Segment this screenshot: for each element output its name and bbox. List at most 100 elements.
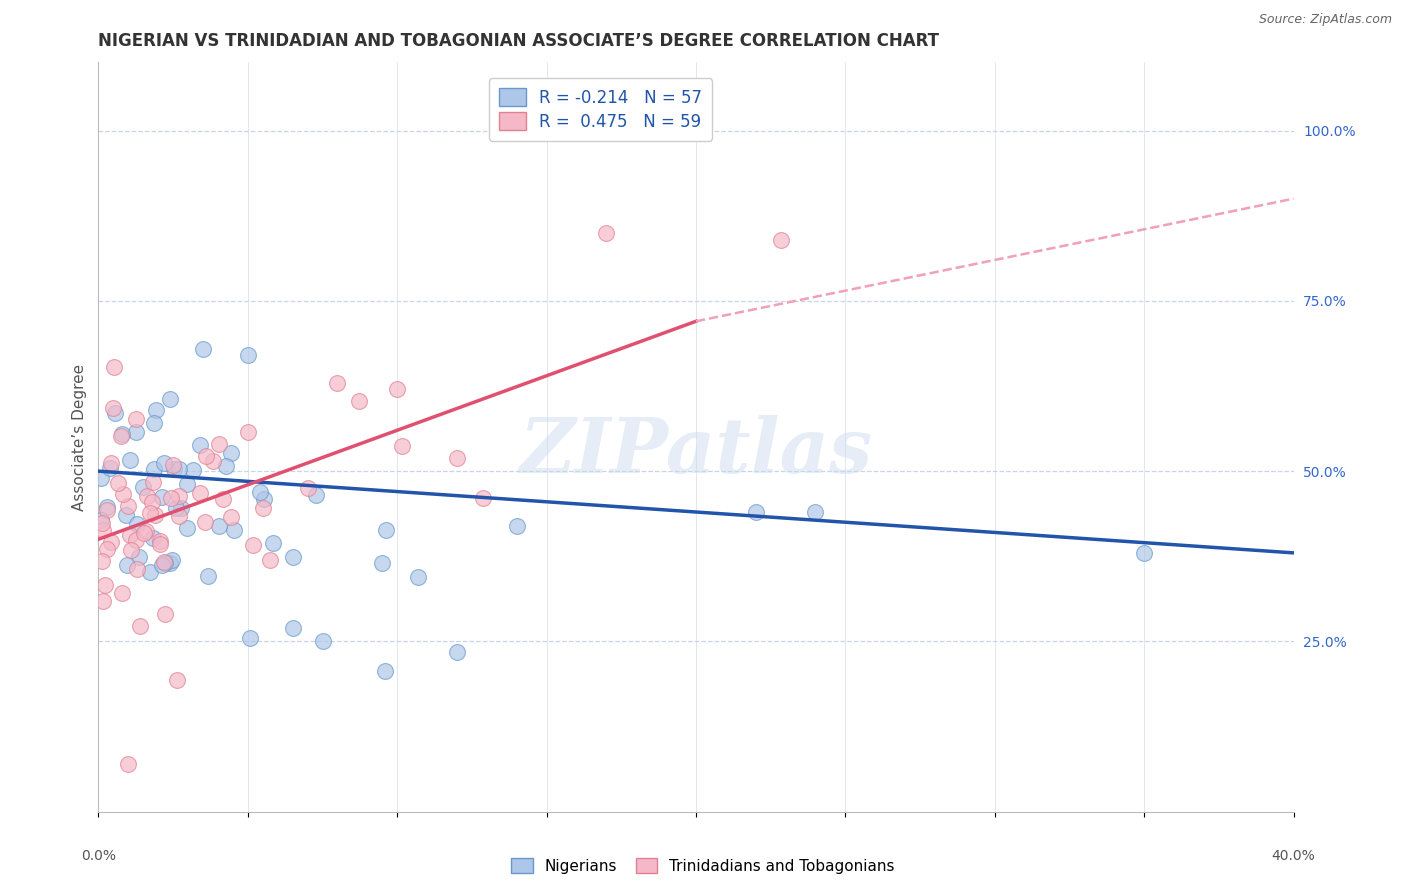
- Point: [446, 450, 468, 465]
- Point: [252, 500, 274, 515]
- Point: [215, 458, 238, 473]
- Point: [162, 458, 184, 473]
- Point: [242, 538, 264, 552]
- Point: [159, 491, 181, 505]
- Point: [149, 537, 172, 551]
- Point: [176, 521, 198, 535]
- Text: 0.0%: 0.0%: [82, 849, 115, 863]
- Point: [188, 438, 211, 452]
- Point: [224, 523, 246, 537]
- Legend: Nigerians, Trinidadians and Tobagonians: Nigerians, Trinidadians and Tobagonians: [505, 852, 901, 880]
- Point: [139, 506, 162, 520]
- Point: [145, 403, 167, 417]
- Point: [804, 505, 827, 519]
- Point: [142, 475, 165, 489]
- Point: [326, 376, 349, 390]
- Point: [96, 503, 118, 517]
- Point: [176, 477, 198, 491]
- Point: [125, 412, 148, 426]
- Point: [135, 524, 157, 538]
- Point: [167, 489, 190, 503]
- Point: [385, 383, 409, 397]
- Point: [118, 453, 141, 467]
- Point: [91, 594, 114, 608]
- Point: [93, 523, 115, 537]
- Point: [124, 533, 146, 547]
- Point: [142, 462, 165, 476]
- Point: [114, 508, 136, 523]
- Point: [305, 488, 328, 502]
- Text: NIGERIAN VS TRINIDADIAN AND TOBAGONIAN ASSOCIATE’S DEGREE CORRELATION CHART: NIGERIAN VS TRINIDADIAN AND TOBAGONIAN A…: [98, 32, 939, 50]
- Point: [152, 558, 174, 572]
- Point: [120, 528, 142, 542]
- Point: [281, 549, 304, 564]
- Point: [167, 508, 190, 523]
- Point: [170, 500, 193, 515]
- Text: ZIPatlas: ZIPatlas: [519, 415, 873, 489]
- Point: [236, 425, 259, 439]
- Point: [208, 437, 231, 451]
- Point: [145, 508, 167, 523]
- Point: [159, 392, 181, 406]
- Point: [1133, 546, 1156, 560]
- Point: [391, 439, 413, 453]
- Point: [236, 348, 259, 362]
- Point: [160, 553, 183, 567]
- Point: [136, 489, 159, 503]
- Point: [374, 523, 396, 537]
- Point: [100, 456, 122, 470]
- Point: [98, 461, 121, 475]
- Point: [132, 480, 155, 494]
- Point: [471, 491, 494, 505]
- Point: [259, 553, 281, 567]
- Point: [311, 634, 333, 648]
- Point: [153, 456, 176, 470]
- Text: Source: ZipAtlas.com: Source: ZipAtlas.com: [1258, 13, 1392, 27]
- Point: [191, 342, 214, 356]
- Point: [195, 449, 218, 463]
- Point: [132, 525, 155, 540]
- Legend: R = -0.214   N = 57, R =  0.475   N = 59: R = -0.214 N = 57, R = 0.475 N = 59: [489, 78, 711, 141]
- Point: [595, 226, 617, 240]
- Point: [249, 484, 271, 499]
- Point: [142, 531, 165, 545]
- Point: [194, 516, 217, 530]
- Point: [107, 475, 129, 490]
- Point: [100, 534, 122, 549]
- Point: [506, 518, 529, 533]
- Point: [104, 406, 127, 420]
- Point: [115, 558, 138, 572]
- Point: [159, 556, 181, 570]
- Point: [374, 664, 396, 678]
- Point: [139, 566, 162, 580]
- Point: [155, 607, 177, 621]
- Point: [370, 556, 392, 570]
- Point: [297, 481, 319, 495]
- Point: [150, 490, 173, 504]
- Point: [201, 454, 224, 468]
- Point: [770, 233, 793, 247]
- Point: [446, 645, 468, 659]
- Point: [117, 499, 139, 513]
- Point: [125, 516, 148, 531]
- Point: [117, 757, 139, 772]
- Point: [90, 513, 112, 527]
- Point: [128, 550, 150, 565]
- Point: [125, 562, 148, 576]
- Point: [183, 463, 205, 477]
- Point: [149, 533, 172, 548]
- Point: [167, 461, 190, 475]
- Point: [129, 619, 152, 633]
- Point: [90, 554, 112, 568]
- Point: [96, 500, 118, 514]
- Point: [219, 446, 242, 460]
- Point: [211, 492, 233, 507]
- Point: [239, 632, 262, 646]
- Point: [262, 536, 284, 550]
- Point: [143, 416, 166, 430]
- Point: [219, 509, 242, 524]
- Point: [111, 426, 134, 441]
- Point: [197, 569, 219, 583]
- Point: [153, 555, 176, 569]
- Point: [208, 518, 231, 533]
